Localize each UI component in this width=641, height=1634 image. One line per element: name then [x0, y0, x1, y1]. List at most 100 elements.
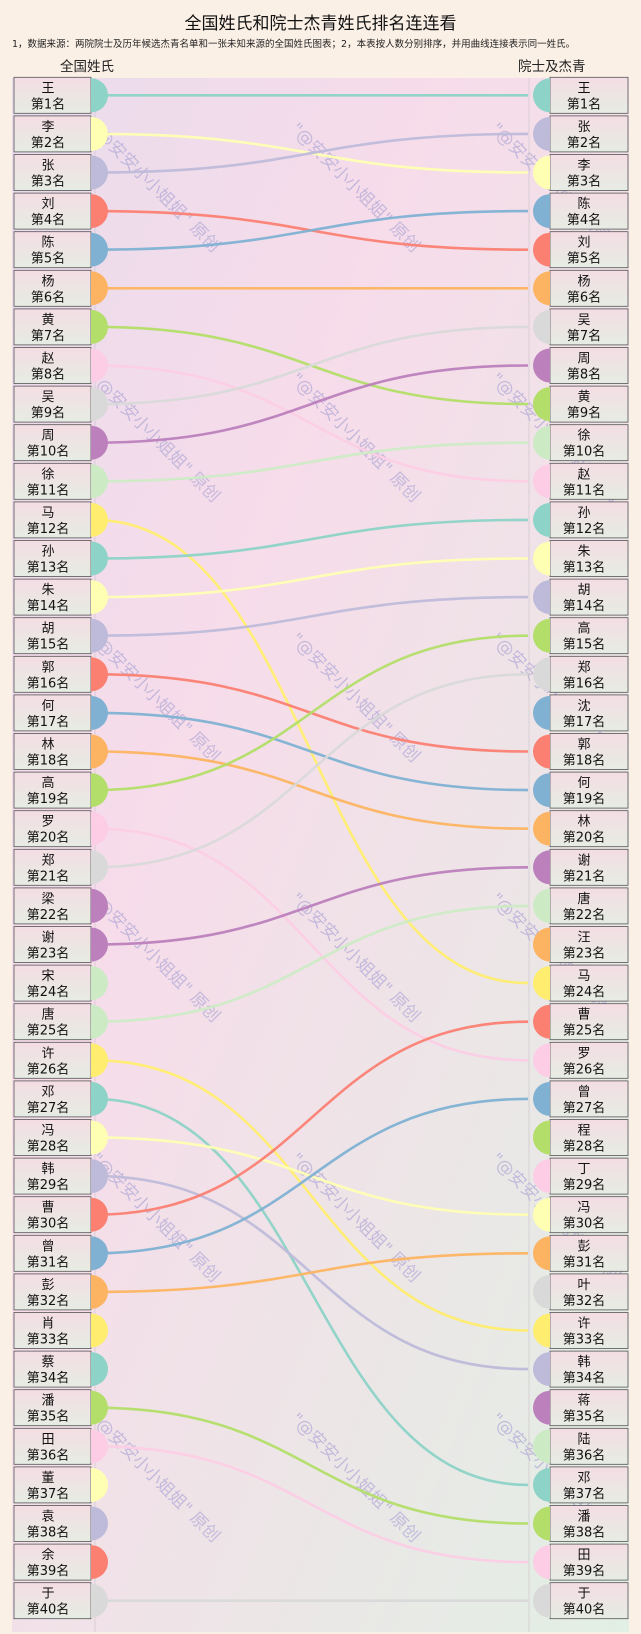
connection-curve: [93, 1097, 529, 1255]
surname-label: 徐: [41, 467, 54, 482]
rank-label: 第31名: [27, 1254, 70, 1270]
rank-box: [549, 540, 629, 577]
surname-label: 孙: [577, 506, 590, 521]
rank-label: 第2名: [31, 135, 65, 151]
surname-color-marker: [533, 888, 550, 923]
surname-color-marker: [533, 1120, 550, 1155]
connection-curve: [93, 518, 529, 560]
surname-label: 董: [41, 1471, 54, 1486]
rank-box: [13, 540, 92, 577]
surname-label: 朱: [577, 545, 590, 560]
rank-label: 第29名: [563, 1177, 606, 1193]
rank-box: [13, 462, 92, 500]
rank-label: 第29名: [27, 1177, 70, 1193]
surname-color-marker: [533, 116, 550, 151]
surname-color-marker: [91, 194, 108, 229]
rank-label: 第34名: [27, 1370, 70, 1386]
surname-color-marker: [91, 1390, 108, 1425]
connection-curves: [93, 78, 530, 1632]
surname-color-marker: [533, 773, 550, 808]
surname-label: 林: [577, 815, 590, 830]
rank-box: [549, 231, 629, 269]
surname-color-marker: [91, 348, 108, 383]
surname-color-marker: [91, 1043, 108, 1078]
surname-color-marker: [533, 1506, 550, 1541]
rank-box: [13, 269, 92, 307]
data-source-note: 1，数据来源：两院院士及历年候选杰青名单和一张未知来源的全国姓氏图表；2，本表按…: [12, 39, 576, 50]
surname-color-marker: [533, 1390, 550, 1425]
rank-box: [13, 1389, 92, 1427]
surname-color-marker: [91, 1274, 108, 1309]
rank-box: [549, 154, 629, 191]
rank-label: 第11名: [563, 482, 606, 498]
rank-label: 第6名: [31, 289, 65, 305]
surname-color-marker: [91, 1313, 108, 1348]
rank-box: [13, 810, 92, 848]
surname-label: 于: [577, 1587, 590, 1602]
surname-label: 郑: [41, 853, 54, 868]
rank-label: 第24名: [563, 984, 606, 1000]
surname-label: 杨: [577, 274, 590, 289]
connection-curve: [93, 325, 529, 406]
rank-box: [549, 501, 629, 539]
surname-color-marker: [91, 1506, 108, 1541]
surname-color-marker: [91, 1583, 108, 1618]
surname-color-marker: [533, 1583, 550, 1618]
surname-label: 黄: [577, 390, 590, 405]
rank-label: 第12名: [563, 521, 606, 537]
surname-color-marker: [533, 1236, 550, 1271]
surname-color-marker: [91, 927, 108, 962]
surname-color-marker: [533, 425, 550, 460]
surname-label: 谢: [41, 930, 54, 946]
rank-box: [549, 1466, 629, 1504]
rank-box: [13, 694, 92, 732]
plot-background: [12, 78, 629, 1632]
rank-label: 第19名: [27, 791, 70, 807]
surname-color-marker: [91, 888, 108, 923]
surname-color-marker: [91, 464, 108, 499]
surname-color-marker: [91, 773, 108, 808]
surname-label: 高: [41, 775, 54, 791]
rank-box: [549, 1543, 629, 1581]
surname-label: 李: [577, 159, 590, 174]
surname-color-marker: [533, 1081, 550, 1116]
connection-curve: [93, 827, 529, 1062]
rank-box: [549, 655, 629, 693]
rank-label: 第37名: [563, 1486, 606, 1502]
surname-color-marker: [91, 387, 108, 422]
rank-label: 第36名: [27, 1447, 70, 1463]
connection-curve: [93, 1059, 529, 1332]
surname-label: 高: [577, 621, 590, 637]
rank-box: [549, 1003, 629, 1041]
rank-box: [549, 810, 629, 848]
surname-label: 潘: [41, 1394, 54, 1409]
surname-label: 彭: [41, 1278, 54, 1293]
rank-box: [13, 771, 92, 809]
rank-label: 第4名: [31, 212, 65, 228]
connection-curve: [93, 634, 529, 792]
rank-label: 第24名: [27, 984, 70, 1000]
rank-box: [13, 1003, 92, 1041]
